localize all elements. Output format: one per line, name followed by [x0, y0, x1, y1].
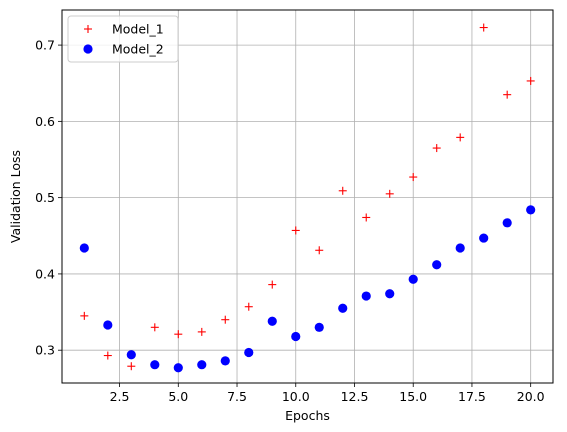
- x-tick-label: 12.5: [341, 389, 369, 404]
- data-point: [314, 322, 324, 332]
- data-point: [267, 316, 277, 326]
- data-point: [244, 302, 253, 311]
- x-tick-label: 2.5: [110, 389, 130, 404]
- legend-item: Model_2: [83, 42, 164, 57]
- data-point: [502, 218, 512, 228]
- plot-frame: [61, 9, 554, 384]
- data-point: [174, 330, 183, 339]
- y-tick-label: 0.4: [35, 266, 55, 281]
- y-axis-title: Validation Loss: [8, 150, 23, 243]
- data-point: [291, 331, 301, 342]
- x-axis-title: Epochs: [285, 408, 330, 423]
- data-point: [173, 363, 183, 373]
- x-tick-label: 5.0: [168, 389, 188, 404]
- data-point: [197, 360, 207, 370]
- legend-box: [67, 15, 179, 63]
- data-point: [220, 356, 230, 366]
- data-point: [385, 189, 394, 198]
- data-point: [479, 233, 489, 243]
- data-point: [221, 315, 230, 324]
- x-tick-label: 15.0: [399, 389, 427, 404]
- data-point: [432, 260, 442, 270]
- y-tick-label: 0.7: [35, 38, 55, 53]
- data-point: [197, 327, 206, 336]
- data-point: [455, 243, 465, 253]
- data-point: [268, 280, 277, 289]
- grid-lines: [62, 10, 553, 383]
- data-point: [409, 173, 418, 182]
- data-point: [338, 186, 347, 195]
- data-point: [244, 347, 254, 358]
- legend-marker: [83, 44, 93, 54]
- data-point: [150, 360, 160, 370]
- x-tick-label: 20.0: [517, 389, 545, 404]
- x-tick-label: 7.5: [227, 389, 247, 404]
- series-layer: [79, 23, 536, 373]
- data-point: [526, 205, 536, 215]
- data-point: [291, 226, 300, 235]
- data-point: [408, 274, 418, 284]
- legend: Model_1 Model_2: [67, 15, 179, 63]
- data-point: [150, 323, 159, 332]
- y-tick-label: 0.3: [35, 343, 55, 358]
- x-axis: 2.5 5.0 7.5 10.0 12.5 15.0 17.5 20.0: [110, 383, 545, 404]
- x-tick-label: 10.0: [282, 389, 310, 404]
- data-point: [338, 303, 348, 313]
- data-point: [80, 311, 89, 320]
- data-point: [385, 289, 395, 299]
- legend-item: Model_1: [84, 22, 164, 37]
- x-tick-label: 17.5: [458, 389, 486, 404]
- legend-label: Model_2: [112, 42, 164, 57]
- legend-label: Model_1: [112, 22, 164, 37]
- data-point: [362, 213, 371, 222]
- data-point: [103, 351, 112, 360]
- legend-marker: [84, 25, 92, 33]
- data-point: [432, 144, 441, 153]
- y-axis: 0.3 0.4 0.5 0.6 0.7: [35, 38, 62, 358]
- series-2: [79, 205, 536, 373]
- data-point: [127, 362, 136, 371]
- data-point: [479, 23, 488, 32]
- series-1: [80, 23, 535, 371]
- data-point: [361, 291, 371, 301]
- data-point: [503, 90, 512, 99]
- y-tick-label: 0.6: [35, 114, 55, 129]
- data-point: [79, 243, 89, 253]
- data-point: [456, 133, 465, 142]
- y-tick-label: 0.5: [35, 190, 55, 205]
- data-point: [103, 320, 113, 330]
- data-point: [526, 76, 535, 85]
- data-point: [126, 350, 136, 360]
- data-point: [315, 246, 324, 255]
